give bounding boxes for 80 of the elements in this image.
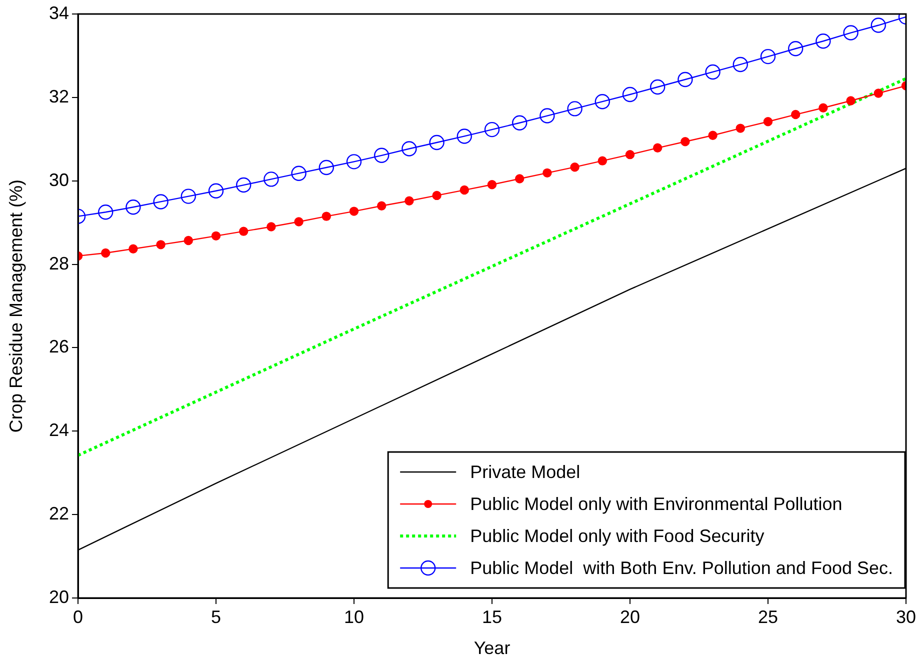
point: [594, 94, 610, 110]
point: [736, 124, 745, 133]
point: [374, 148, 390, 164]
y-tick-label: 22: [48, 504, 69, 524]
point: [788, 41, 804, 56]
point: [153, 194, 168, 210]
point: [705, 64, 720, 80]
point: [266, 222, 276, 232]
point: [763, 117, 773, 126]
point: [653, 143, 662, 153]
point: [98, 204, 114, 220]
point: [236, 177, 252, 193]
point: [678, 72, 693, 88]
point: [404, 196, 414, 206]
y-tick-label: 24: [48, 420, 69, 440]
point: [322, 212, 331, 221]
point: [156, 240, 166, 250]
legend-label: Public Model with Both Env. Pollution and Food Sec.: [470, 558, 894, 578]
point: [432, 190, 442, 200]
point: [542, 168, 552, 178]
point: [540, 108, 555, 124]
point: [291, 166, 306, 181]
point: [598, 156, 607, 166]
point: [208, 183, 224, 198]
point: [402, 141, 417, 156]
point: [487, 180, 497, 190]
x-tick-label: 20: [620, 606, 640, 627]
x-tick-label: 0: [72, 606, 84, 627]
point: [128, 244, 138, 254]
point: [294, 217, 304, 226]
point: [570, 162, 580, 172]
point: [456, 128, 472, 144]
y-axis-title: Crop Residue Management (%): [6, 179, 26, 433]
point: [625, 150, 635, 160]
point: [515, 174, 524, 184]
y-tick-label: 28: [48, 253, 69, 274]
legend-label: Private Model: [470, 462, 580, 482]
point: [760, 48, 776, 64]
point: [126, 200, 141, 215]
point: [708, 130, 718, 140]
y-tick-label: 20: [48, 586, 69, 607]
y-tick-label: 34: [48, 2, 69, 23]
point: [512, 115, 528, 130]
point: [843, 25, 858, 40]
point: [239, 226, 248, 236]
y-tick-label: 30: [48, 170, 69, 190]
point: [184, 236, 193, 246]
x-tick-label: 25: [758, 606, 778, 627]
point: [346, 154, 362, 170]
point: [622, 86, 638, 102]
point: [101, 248, 110, 258]
y-tick-label: 26: [48, 336, 69, 357]
x-axis-title: Year: [474, 638, 510, 658]
point: [818, 103, 828, 112]
point: [460, 185, 469, 195]
point: [874, 88, 883, 98]
x-tick-label: 15: [482, 606, 502, 627]
point: [318, 160, 334, 176]
point: [732, 56, 748, 72]
point: [211, 231, 221, 241]
x-tick-label: 30: [896, 606, 916, 627]
point: [429, 134, 444, 150]
x-tick-label: 10: [344, 606, 364, 627]
legend-label: Public Model only with Food Security: [470, 526, 764, 546]
line-series: [78, 77, 906, 457]
point: [791, 110, 800, 120]
point: [680, 137, 690, 146]
y-tick-label: 32: [48, 86, 69, 106]
point: [484, 122, 500, 138]
point: [377, 201, 386, 210]
point: [650, 79, 666, 95]
point: [870, 18, 886, 33]
point: [180, 188, 196, 204]
point: [264, 172, 279, 187]
point: [846, 96, 856, 106]
legend-label: Public Model only with Environmental Pollution: [470, 494, 842, 514]
x-tick-label: 5: [210, 606, 222, 627]
point: [567, 101, 582, 116]
point: [816, 34, 831, 49]
point: [349, 206, 359, 216]
